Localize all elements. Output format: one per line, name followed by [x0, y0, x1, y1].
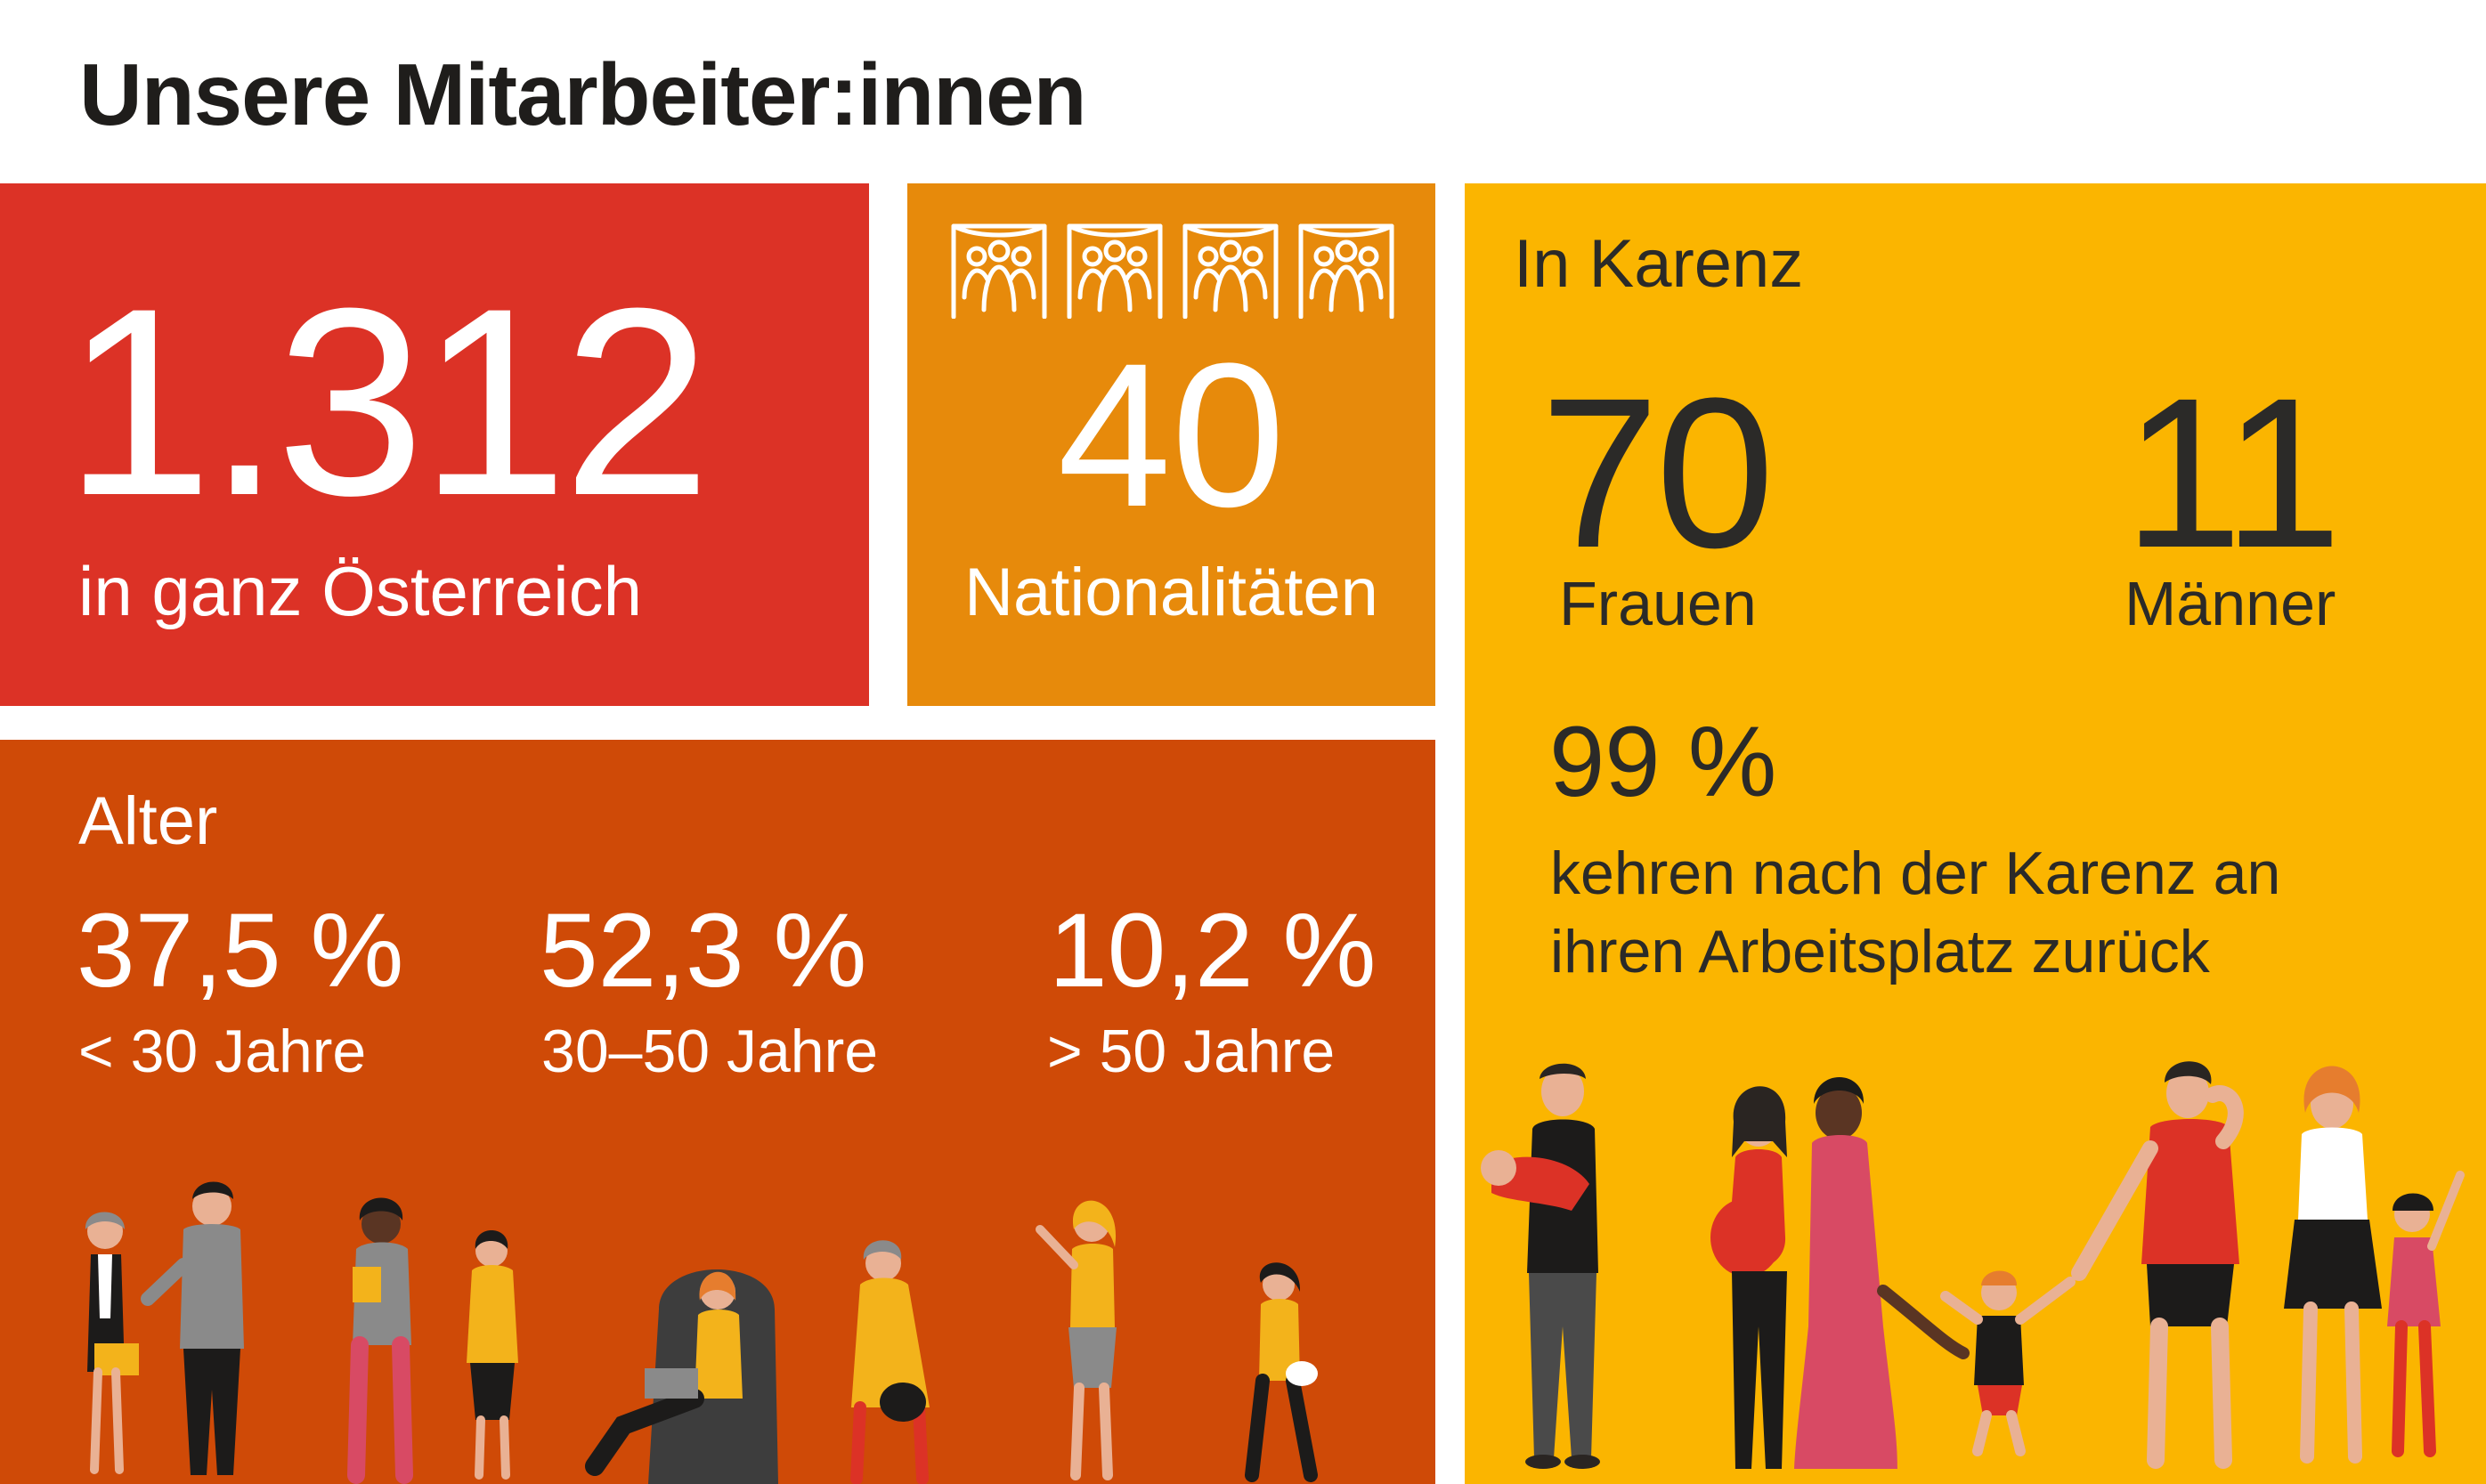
age-group-label: < 30 Jahre [78, 1018, 367, 1085]
age-group-label: > 50 Jahre [1047, 1018, 1336, 1085]
nationalities-count: 40 [1057, 320, 1286, 549]
age-panel: Alter 37,5 % < 30 Jahre 52,3 % 30–50 Jah… [0, 740, 1435, 1484]
employees-count: 1.312 [64, 252, 711, 551]
women-label: Frauen [1559, 569, 1757, 638]
age-group-value: 10,2 % [1049, 892, 1377, 1010]
return-text-line1: kehren nach der Karenz an [1550, 839, 2281, 907]
group-icon [950, 221, 1399, 319]
employees-panel: 1.312 in ganz Österreich [0, 183, 869, 706]
men-label: Männer [2124, 569, 2336, 638]
age-group-value: 37,5 % [77, 892, 404, 1010]
page-title: Unsere Mitarbeiter:innen [79, 45, 1086, 143]
employees-label: in ganz Österreich [78, 552, 642, 630]
parental-leave-heading: In Karenz [1514, 226, 1804, 302]
nationalities-panel: 40 Nationalitäten [907, 183, 1435, 706]
nationalities-label: Nationalitäten [964, 555, 1378, 630]
family-illustration [1481, 1061, 2465, 1469]
parental-leave-panel: In Karenz 70 Frauen 11 Männer 99 % kehre… [1465, 183, 2486, 1484]
return-text-line2: ihren Arbeitsplatz zurück [1550, 918, 2210, 985]
age-heading: Alter [78, 783, 218, 859]
return-rate: 99 % [1549, 706, 1777, 817]
women-count: 70 [1540, 353, 1775, 592]
people-illustration [85, 1181, 1318, 1484]
men-count: 11 [2124, 353, 2342, 592]
age-group-value: 52,3 % [540, 892, 867, 1010]
age-group-label: 30–50 Jahre [541, 1018, 879, 1085]
